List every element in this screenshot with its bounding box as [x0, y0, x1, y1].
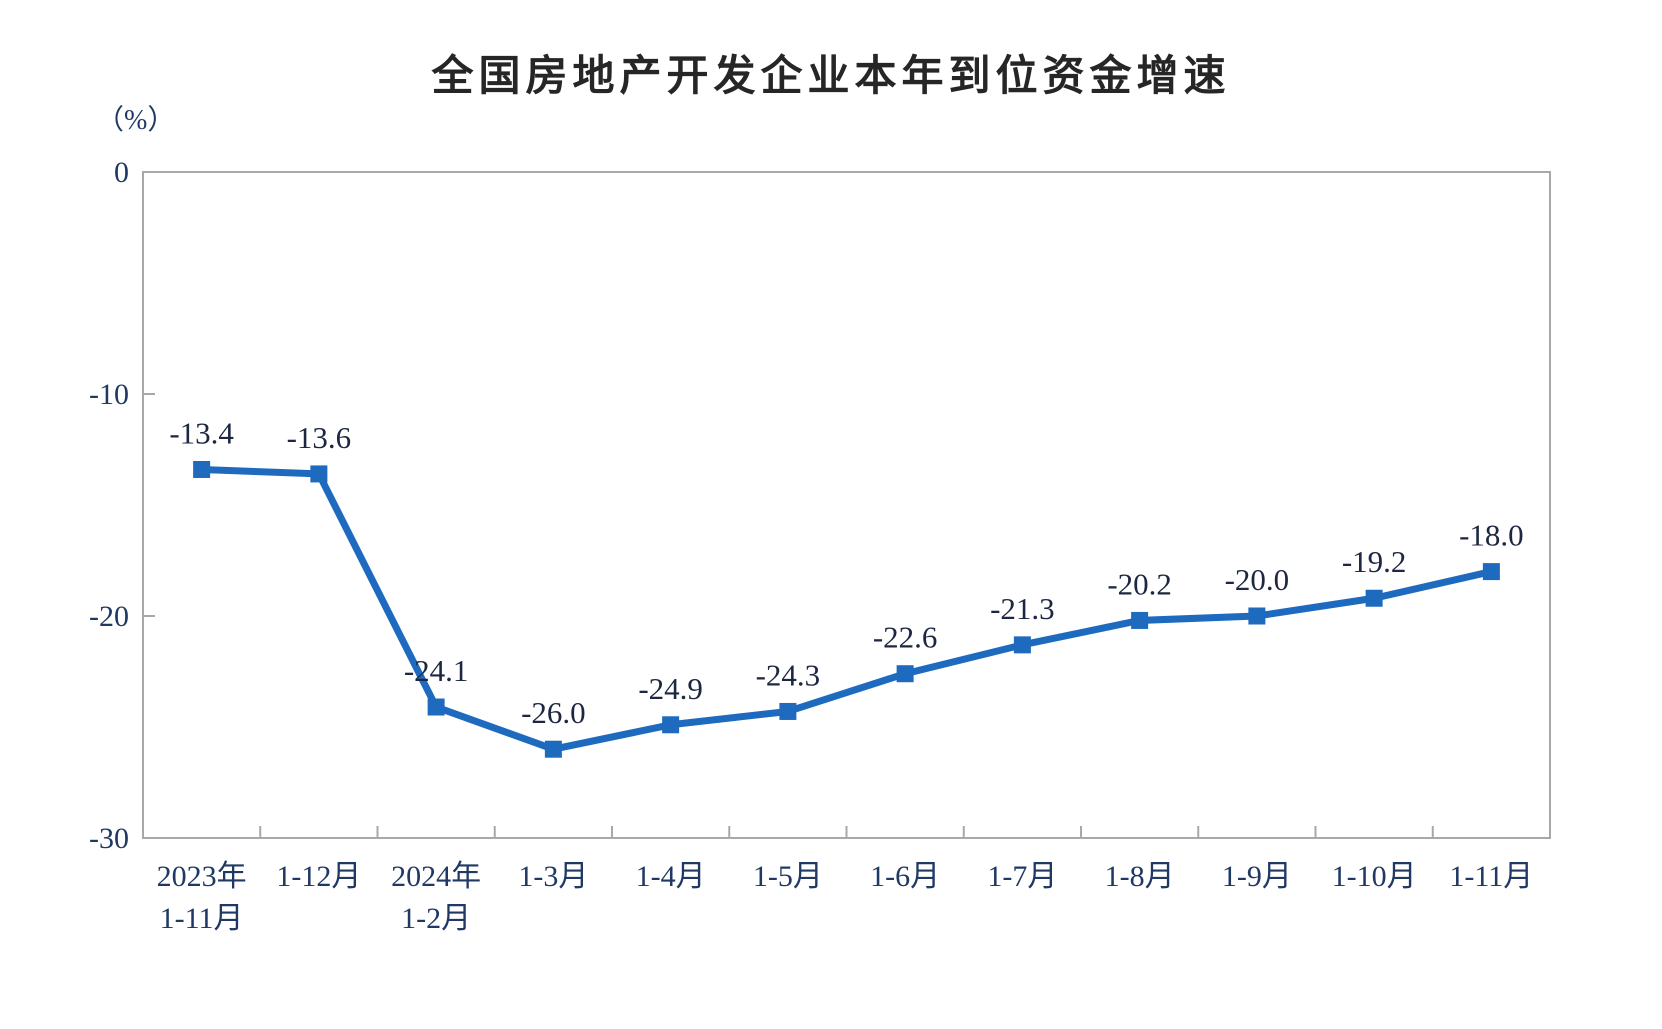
- x-axis-category-label: 1-11月: [1449, 860, 1533, 893]
- data-point-marker: [193, 460, 211, 478]
- data-point-label: -20.0: [1225, 562, 1290, 597]
- data-point-marker: [310, 465, 328, 483]
- chart-title: 全国房地产开发企业本年到位资金增速: [431, 52, 1231, 99]
- data-point-marker: [1248, 607, 1266, 625]
- data-point-marker: [1365, 589, 1383, 607]
- x-axis-category-label: 2023年 1-11月: [157, 860, 247, 935]
- x-axis-category-label: 1-4月: [636, 860, 706, 893]
- data-point-marker: [544, 740, 562, 758]
- data-point-label: -18.0: [1459, 518, 1524, 553]
- data-point-label: -19.2: [1342, 544, 1407, 579]
- data-line: [198, 465, 1495, 753]
- x-axis-category-label: 1-7月: [987, 860, 1057, 893]
- data-point-marker: [427, 698, 445, 716]
- data-point-label: -26.0: [521, 695, 586, 730]
- x-axis-category-label: 1-5月: [753, 860, 823, 893]
- x-axis-category-label: 1-6月: [870, 860, 940, 893]
- data-point-label: -24.9: [638, 671, 703, 706]
- data-point-label: -24.1: [404, 653, 469, 688]
- x-axis-category-label: 1-3月: [518, 860, 588, 893]
- y-axis-tick-label: -30: [89, 822, 129, 855]
- data-point-marker: [896, 665, 914, 683]
- y-axis-tick-label: 0: [114, 156, 129, 189]
- data-point-label: -13.6: [287, 420, 352, 455]
- data-point-label: -22.6: [873, 620, 938, 655]
- x-axis-category-label: 1-12月: [276, 860, 361, 893]
- plot-border: [142, 171, 1551, 839]
- y-axis-tick-label: -20: [89, 600, 129, 633]
- x-axis-category-label: 1-10月: [1332, 860, 1417, 893]
- x-axis-category-label: 1-8月: [1105, 860, 1175, 893]
- x-axis-category-label: 2024年 1-2月: [391, 860, 481, 935]
- x-axis-category-label: 1-9月: [1222, 860, 1292, 893]
- data-point-label: -24.3: [756, 657, 821, 692]
- data-point-marker: [779, 702, 797, 720]
- data-point-marker: [1131, 611, 1149, 629]
- data-point-marker: [1482, 563, 1500, 581]
- data-point-label: -13.4: [169, 415, 234, 450]
- data-point-label: -21.3: [990, 591, 1055, 626]
- data-point-label: -20.2: [1107, 566, 1172, 601]
- y-axis-unit-label: （%）: [96, 105, 176, 136]
- data-point-marker: [1013, 636, 1031, 654]
- y-axis-tick-label: -10: [89, 378, 129, 411]
- data-point-marker: [662, 716, 680, 734]
